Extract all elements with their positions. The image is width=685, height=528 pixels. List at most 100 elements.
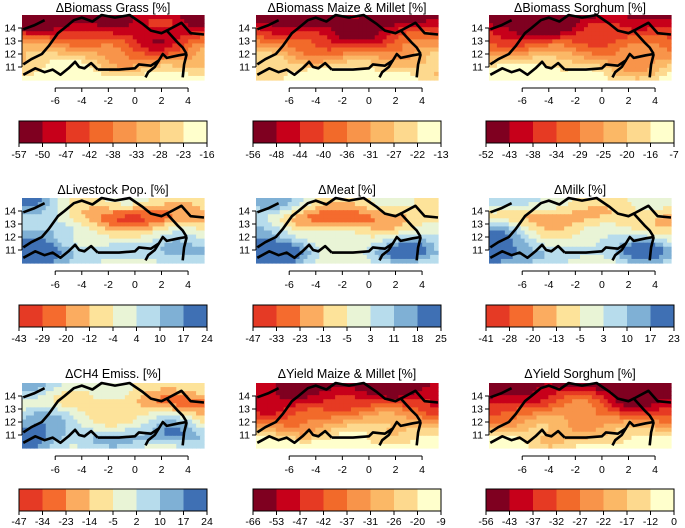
heatmap-cell bbox=[319, 71, 324, 77]
heatmap-cell bbox=[29, 230, 35, 236]
heatmap-cell bbox=[128, 210, 134, 215]
heatmap-cell bbox=[57, 214, 63, 219]
heatmap-cell bbox=[512, 15, 518, 20]
heatmap-cell bbox=[136, 238, 142, 244]
heatmap-cell bbox=[327, 39, 332, 45]
legend-swatch bbox=[486, 305, 510, 327]
heatmap-cell bbox=[374, 15, 380, 20]
heatmap-cell bbox=[124, 218, 130, 223]
legend-tick-label: 17 bbox=[645, 333, 657, 345]
heatmap-cell bbox=[627, 39, 633, 45]
heatmap-cell bbox=[25, 67, 31, 73]
heatmap-cell bbox=[101, 23, 106, 28]
heatmap-cell bbox=[386, 210, 392, 215]
heatmap-cell bbox=[635, 202, 640, 207]
heatmap-cell bbox=[315, 67, 320, 73]
heatmap-cell bbox=[647, 47, 652, 53]
heatmap-cell bbox=[378, 47, 384, 53]
heatmap-cell bbox=[109, 391, 114, 396]
heatmap-cell bbox=[580, 59, 585, 65]
heatmap-cell bbox=[196, 210, 201, 215]
heatmap-cell bbox=[77, 71, 82, 77]
border-line bbox=[648, 53, 655, 78]
heatmap-cell bbox=[540, 51, 545, 57]
heatmap-cell bbox=[386, 226, 392, 232]
heatmap-cell bbox=[390, 43, 396, 49]
heatmap-cell bbox=[580, 19, 585, 24]
heatmap-cell bbox=[398, 242, 403, 248]
heatmap-cell bbox=[81, 35, 86, 40]
heatmap-cell bbox=[394, 246, 400, 252]
heatmap-cell bbox=[113, 27, 118, 32]
heatmap-cell bbox=[508, 15, 514, 20]
heatmap-cell bbox=[422, 51, 427, 57]
x-tick-label: -4 bbox=[544, 95, 553, 107]
heatmap-cell bbox=[552, 39, 557, 45]
heatmap-cell bbox=[347, 202, 352, 207]
heatmap-cell bbox=[430, 15, 435, 20]
heatmap-cell bbox=[410, 230, 415, 236]
border-line bbox=[256, 60, 333, 77]
heatmap-cell bbox=[73, 395, 78, 400]
heatmap-cell bbox=[180, 258, 185, 264]
heatmap-cell bbox=[49, 19, 55, 24]
heatmap-cell bbox=[275, 250, 281, 256]
heatmap-cell bbox=[489, 35, 494, 40]
heatmap-cell bbox=[544, 222, 549, 228]
heatmap-cell bbox=[659, 43, 664, 49]
heatmap-cell bbox=[647, 75, 652, 81]
heatmap-cell bbox=[350, 258, 356, 264]
heatmap-cell bbox=[564, 210, 569, 215]
heatmap-cell bbox=[382, 242, 388, 248]
heatmap-cell bbox=[53, 238, 59, 244]
heatmap-cell bbox=[267, 198, 273, 203]
heatmap-cell bbox=[663, 75, 668, 81]
heatmap-cell bbox=[410, 47, 415, 53]
heatmap-cell bbox=[418, 23, 423, 28]
heatmap-cell bbox=[544, 218, 549, 223]
heatmap-cell bbox=[631, 258, 636, 264]
heatmap-cell bbox=[639, 43, 644, 49]
heatmap-cell bbox=[552, 254, 557, 260]
heatmap-cell bbox=[41, 391, 47, 396]
heatmap-cell bbox=[548, 63, 553, 69]
heatmap-cell bbox=[307, 230, 312, 236]
heatmap-cell bbox=[655, 75, 660, 81]
heatmap-cell bbox=[358, 258, 364, 264]
heatmap-cell bbox=[323, 238, 328, 244]
heatmap-cell bbox=[45, 75, 51, 81]
heatmap-cell bbox=[496, 222, 502, 228]
heatmap-cell bbox=[655, 198, 660, 203]
heatmap-cell bbox=[77, 387, 82, 392]
heatmap-cell bbox=[544, 234, 549, 240]
heatmap-cell bbox=[426, 67, 431, 73]
heatmap-cell bbox=[311, 254, 316, 260]
heatmap-cell bbox=[116, 226, 122, 232]
heatmap-cell bbox=[105, 395, 110, 400]
heatmap-cell bbox=[619, 31, 625, 36]
heatmap-cell bbox=[25, 55, 31, 61]
heatmap-cell bbox=[540, 238, 545, 244]
heatmap-cell bbox=[583, 75, 589, 81]
legend-tick-label: -48 bbox=[269, 149, 284, 161]
heatmap-cell bbox=[136, 258, 142, 264]
heatmap-cell bbox=[619, 51, 625, 57]
heatmap-cell bbox=[109, 242, 114, 248]
heatmap-cell bbox=[587, 218, 593, 223]
heatmap-cell bbox=[607, 39, 613, 45]
heatmap-cell bbox=[347, 234, 352, 240]
heatmap-cell bbox=[200, 19, 205, 24]
heatmap-cell bbox=[564, 230, 569, 236]
heatmap-cell bbox=[520, 27, 526, 32]
y-tick-label: 14 bbox=[4, 23, 16, 35]
heatmap-cell bbox=[311, 19, 316, 24]
heatmap-cell bbox=[410, 63, 415, 69]
heatmap-cell bbox=[603, 71, 609, 77]
heatmap-cell bbox=[556, 210, 561, 215]
heatmap-cell bbox=[196, 19, 201, 24]
heatmap-cell bbox=[576, 51, 581, 57]
heatmap-cell bbox=[623, 198, 629, 203]
heatmap-cell bbox=[101, 71, 106, 77]
heatmap-cell bbox=[627, 47, 633, 53]
heatmap-cell bbox=[430, 47, 435, 53]
